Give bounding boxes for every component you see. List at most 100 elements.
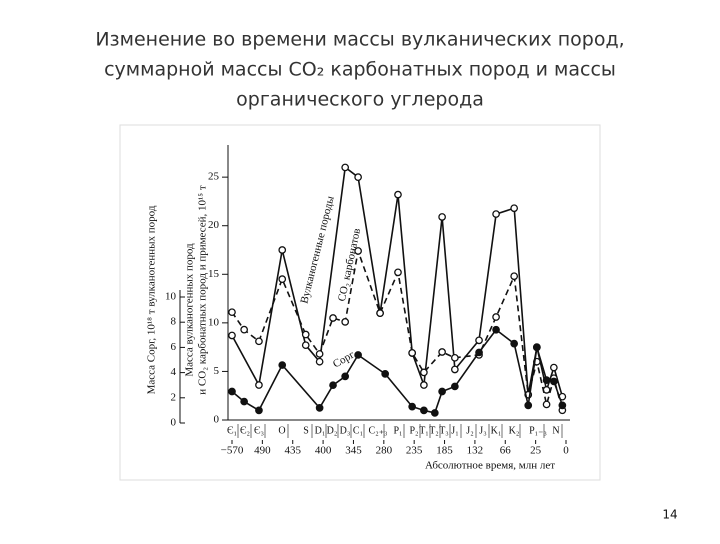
x-tick-label: 345 <box>345 445 362 457</box>
point <box>354 173 362 181</box>
point <box>451 365 459 374</box>
period-label: D₁ <box>315 425 326 436</box>
point <box>329 314 337 322</box>
x-tick-label: 400 <box>315 445 332 457</box>
title-line: суммарной массы CO₂ карбонатных пород и … <box>104 59 616 81</box>
point <box>510 204 519 213</box>
period-label: K₂ <box>509 425 520 436</box>
period-label: Є₂ <box>240 425 250 436</box>
point <box>341 372 350 381</box>
x-tick-label: 132 <box>467 445 484 457</box>
point <box>381 370 390 378</box>
point <box>438 387 446 396</box>
point <box>475 348 483 357</box>
period-label: D₃ <box>340 425 351 436</box>
point <box>394 190 402 199</box>
y-tick-label: 25 <box>208 171 220 183</box>
point <box>315 357 324 366</box>
point <box>228 308 236 317</box>
period-label: P₁ <box>393 425 402 436</box>
point <box>438 213 446 221</box>
point <box>394 268 402 277</box>
series-annotation: CO₂ карбонатов <box>336 227 363 302</box>
page-number: 14 <box>662 508 677 522</box>
x-tick-label: 235 <box>406 445 423 457</box>
point <box>315 404 324 412</box>
title-line: Изменение во времени массы вулканических… <box>95 29 624 51</box>
y2-tick-label: 8 <box>171 316 177 328</box>
point <box>228 331 236 340</box>
point <box>315 350 324 358</box>
point <box>376 309 384 317</box>
y-tick-label: 15 <box>208 268 220 280</box>
point <box>510 272 519 281</box>
x-axis-label: Абсолютное время, млн лет <box>425 460 555 472</box>
x-tick-label: 185 <box>436 445 453 457</box>
point <box>492 325 500 334</box>
point <box>354 247 362 255</box>
point <box>301 341 310 350</box>
period-label: C₂₊₃ <box>369 425 388 436</box>
period-label: T₁ <box>419 425 429 436</box>
series-line <box>231 328 564 414</box>
point <box>542 400 551 409</box>
point <box>550 377 558 386</box>
point <box>255 381 263 389</box>
point <box>354 351 362 359</box>
point <box>420 381 428 389</box>
period-label: P₂ <box>409 425 418 436</box>
period-label: C₁ <box>353 425 363 436</box>
point <box>533 343 541 352</box>
title-line: органического углерода <box>236 89 484 111</box>
x-tick-label: 490 <box>254 445 271 457</box>
point <box>438 348 446 356</box>
point <box>510 339 519 348</box>
point <box>451 353 459 362</box>
point <box>408 402 417 411</box>
point <box>492 313 500 321</box>
point <box>550 363 558 372</box>
y2-tick-label: 6 <box>171 341 177 353</box>
y-tick-label: 0 <box>214 414 220 426</box>
x-tick-label: 435 <box>284 445 301 457</box>
period-label: T₂ <box>429 425 439 436</box>
y2-tick-label: 2 <box>171 391 177 403</box>
period-label: J₃ <box>479 425 486 436</box>
point <box>278 361 287 369</box>
point <box>420 406 428 415</box>
period-label: D₂ <box>327 425 338 436</box>
x-tick-label: 25 <box>530 445 542 457</box>
point <box>341 318 350 326</box>
point <box>240 397 248 406</box>
period-label: P₁₋₃ <box>529 425 547 436</box>
point <box>228 387 236 396</box>
point <box>329 381 337 390</box>
period-label: O <box>278 425 285 436</box>
point <box>301 330 310 339</box>
y-tick-label: 10 <box>208 316 220 328</box>
point <box>278 275 287 283</box>
point <box>492 210 500 218</box>
period-label: J₂ <box>466 425 473 436</box>
series-annotation: Вулканогенные породы <box>298 194 336 304</box>
series-annotation: Cорг <box>331 348 357 370</box>
y-axis-label: Масса вулканогенных пород <box>184 243 196 377</box>
period-label: J₁ <box>451 425 458 436</box>
point <box>558 401 567 410</box>
point <box>451 382 459 391</box>
point <box>542 376 551 385</box>
y2-axis-label: Масса Cорг, 10¹⁸ т вулканогенных пород <box>146 205 158 394</box>
x-tick-label: 66 <box>500 445 512 457</box>
point <box>475 336 483 345</box>
point <box>408 349 417 357</box>
y2-tick-label: 0 <box>171 417 177 429</box>
y-axis-label: и CO₂ карбонатных пород и примесей, 10¹⁵… <box>197 185 209 395</box>
x-tick-label: −570 <box>221 445 244 457</box>
y2-tick-label: 10 <box>165 291 177 303</box>
point <box>255 337 263 346</box>
point <box>341 163 350 172</box>
period-label: Є₁ <box>227 425 237 436</box>
point <box>278 246 287 254</box>
